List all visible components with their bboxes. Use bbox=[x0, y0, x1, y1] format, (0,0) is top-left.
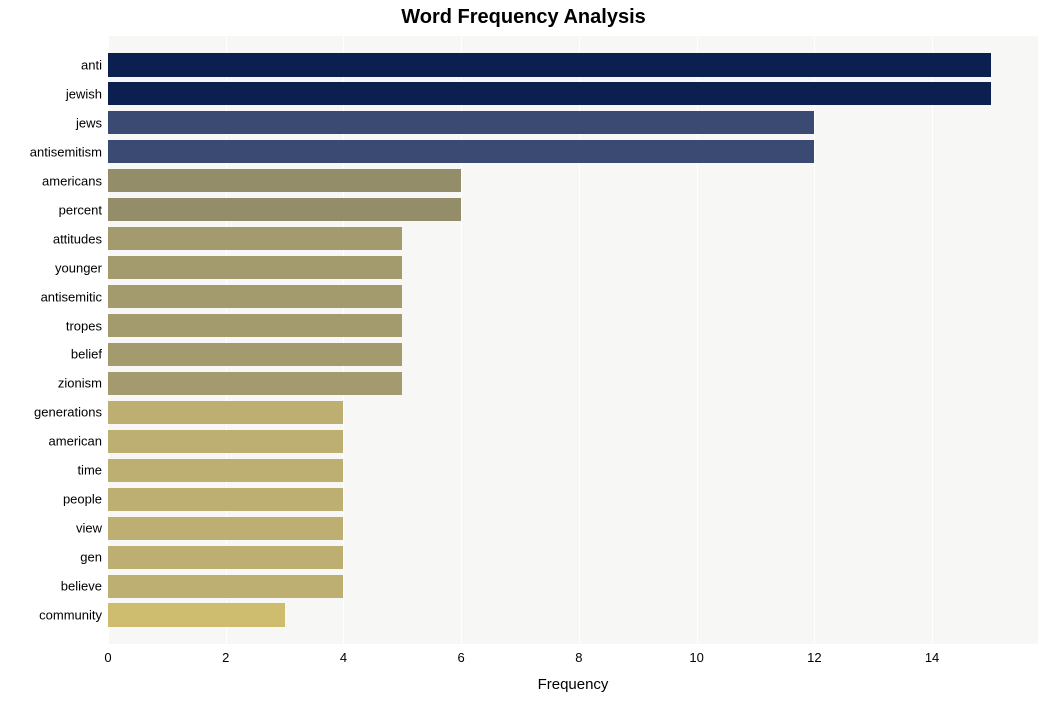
bar bbox=[108, 314, 402, 337]
y-tick-label: antisemitic bbox=[41, 289, 108, 304]
bar bbox=[108, 517, 343, 540]
y-tick-label: community bbox=[39, 608, 108, 623]
y-tick-label: belief bbox=[71, 347, 108, 362]
bar bbox=[108, 459, 343, 482]
x-tick-label: 14 bbox=[925, 644, 939, 665]
y-tick-label: jews bbox=[76, 115, 108, 130]
y-tick-label: percent bbox=[59, 202, 108, 217]
bar bbox=[108, 285, 402, 308]
plot-area: Frequency 02468101214antijewishjewsantis… bbox=[108, 36, 1038, 644]
bar bbox=[108, 343, 402, 366]
x-axis-label: Frequency bbox=[538, 676, 609, 693]
y-tick-label: jewish bbox=[66, 86, 108, 101]
y-tick-label: time bbox=[77, 463, 108, 478]
y-tick-label: gen bbox=[80, 550, 108, 565]
bar bbox=[108, 198, 461, 221]
y-tick-label: anti bbox=[81, 57, 108, 72]
bar bbox=[108, 488, 343, 511]
bar bbox=[108, 575, 343, 598]
bar bbox=[108, 169, 461, 192]
bar bbox=[108, 546, 343, 569]
x-tick-label: 6 bbox=[458, 644, 465, 665]
bar bbox=[108, 372, 402, 395]
y-tick-label: generations bbox=[34, 405, 108, 420]
y-tick-label: view bbox=[76, 521, 108, 536]
y-tick-label: americans bbox=[42, 173, 108, 188]
bar bbox=[108, 401, 343, 424]
gridline bbox=[814, 36, 815, 644]
gridline bbox=[932, 36, 933, 644]
x-tick-label: 12 bbox=[807, 644, 821, 665]
bar bbox=[108, 53, 991, 76]
x-tick-label: 2 bbox=[222, 644, 229, 665]
bar bbox=[108, 140, 814, 163]
y-tick-label: believe bbox=[61, 579, 108, 594]
y-tick-label: people bbox=[63, 492, 108, 507]
bar bbox=[108, 227, 402, 250]
bar bbox=[108, 111, 814, 134]
x-tick-label: 0 bbox=[104, 644, 111, 665]
y-tick-label: younger bbox=[55, 260, 108, 275]
y-tick-label: zionism bbox=[58, 376, 108, 391]
bar bbox=[108, 82, 991, 105]
bar bbox=[108, 603, 285, 626]
bar bbox=[108, 256, 402, 279]
bar bbox=[108, 430, 343, 453]
y-tick-label: attitudes bbox=[53, 231, 108, 246]
x-tick-label: 8 bbox=[575, 644, 582, 665]
y-tick-label: american bbox=[49, 434, 108, 449]
chart-title: Word Frequency Analysis bbox=[0, 0, 1047, 29]
x-tick-label: 10 bbox=[689, 644, 703, 665]
y-tick-label: antisemitism bbox=[30, 144, 108, 159]
y-tick-label: tropes bbox=[66, 318, 108, 333]
x-tick-label: 4 bbox=[340, 644, 347, 665]
